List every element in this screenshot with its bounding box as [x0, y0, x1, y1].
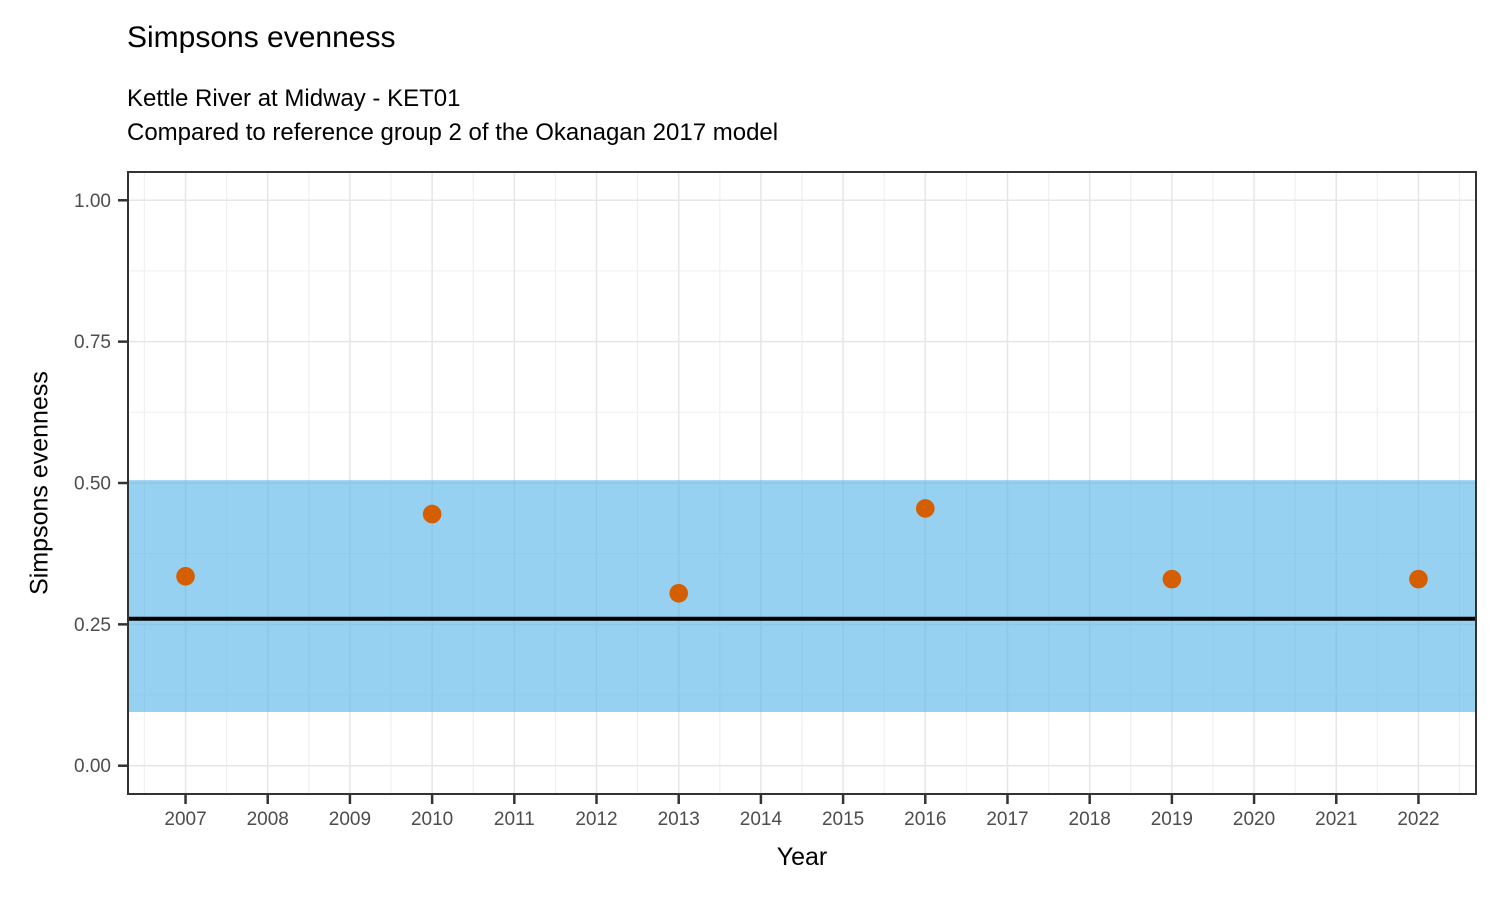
x-tick-label: 2011	[494, 809, 535, 830]
x-tick-label: 2008	[247, 809, 289, 830]
x-axis-title: Year	[776, 843, 828, 871]
panel-border	[127, 171, 1477, 795]
x-tick-label: 2016	[904, 809, 946, 830]
x-tick-label: 2012	[575, 809, 617, 830]
reference-band	[128, 480, 1476, 713]
y-tick-label: 0.25	[74, 615, 111, 636]
y-tick-label: 0.50	[74, 474, 111, 495]
chart-subtitle: Kettle River at Midway - KET01 Compared …	[127, 82, 778, 150]
chart-title: Simpsons evenness	[127, 21, 396, 54]
x-tick-label: 2010	[411, 809, 453, 830]
x-tick-label: 2022	[1397, 809, 1439, 830]
x-tick-label: 2007	[164, 809, 206, 830]
data-point-2022	[1409, 569, 1428, 589]
x-tick-label: 2015	[822, 809, 864, 830]
x-tick-label: 2014	[740, 809, 783, 830]
chart-subtitle-line-2: Compared to reference group 2 of the Oka…	[127, 119, 779, 146]
x-tick-label: 2021	[1315, 809, 1357, 830]
x-tick-label: 2019	[1151, 809, 1193, 830]
chart-subtitle-line-1: Kettle River at Midway - KET01	[127, 85, 461, 112]
y-tick-label: 0.75	[74, 332, 111, 353]
x-tick-label: 2018	[1069, 809, 1111, 830]
data-point-2016	[915, 499, 935, 518]
y-tick-label: 1.00	[74, 191, 111, 212]
x-tick-label: 2020	[1233, 809, 1275, 830]
x-tick-label: 2009	[329, 809, 371, 830]
x-tick-label: 2013	[658, 809, 700, 830]
data-point-2007	[176, 567, 195, 586]
data-point-2010	[422, 504, 442, 524]
y-tick-label: 0.00	[74, 756, 111, 777]
data-point-2013	[669, 583, 689, 603]
x-tick-label: 2017	[986, 809, 1028, 830]
data-point-2019	[1162, 569, 1182, 589]
